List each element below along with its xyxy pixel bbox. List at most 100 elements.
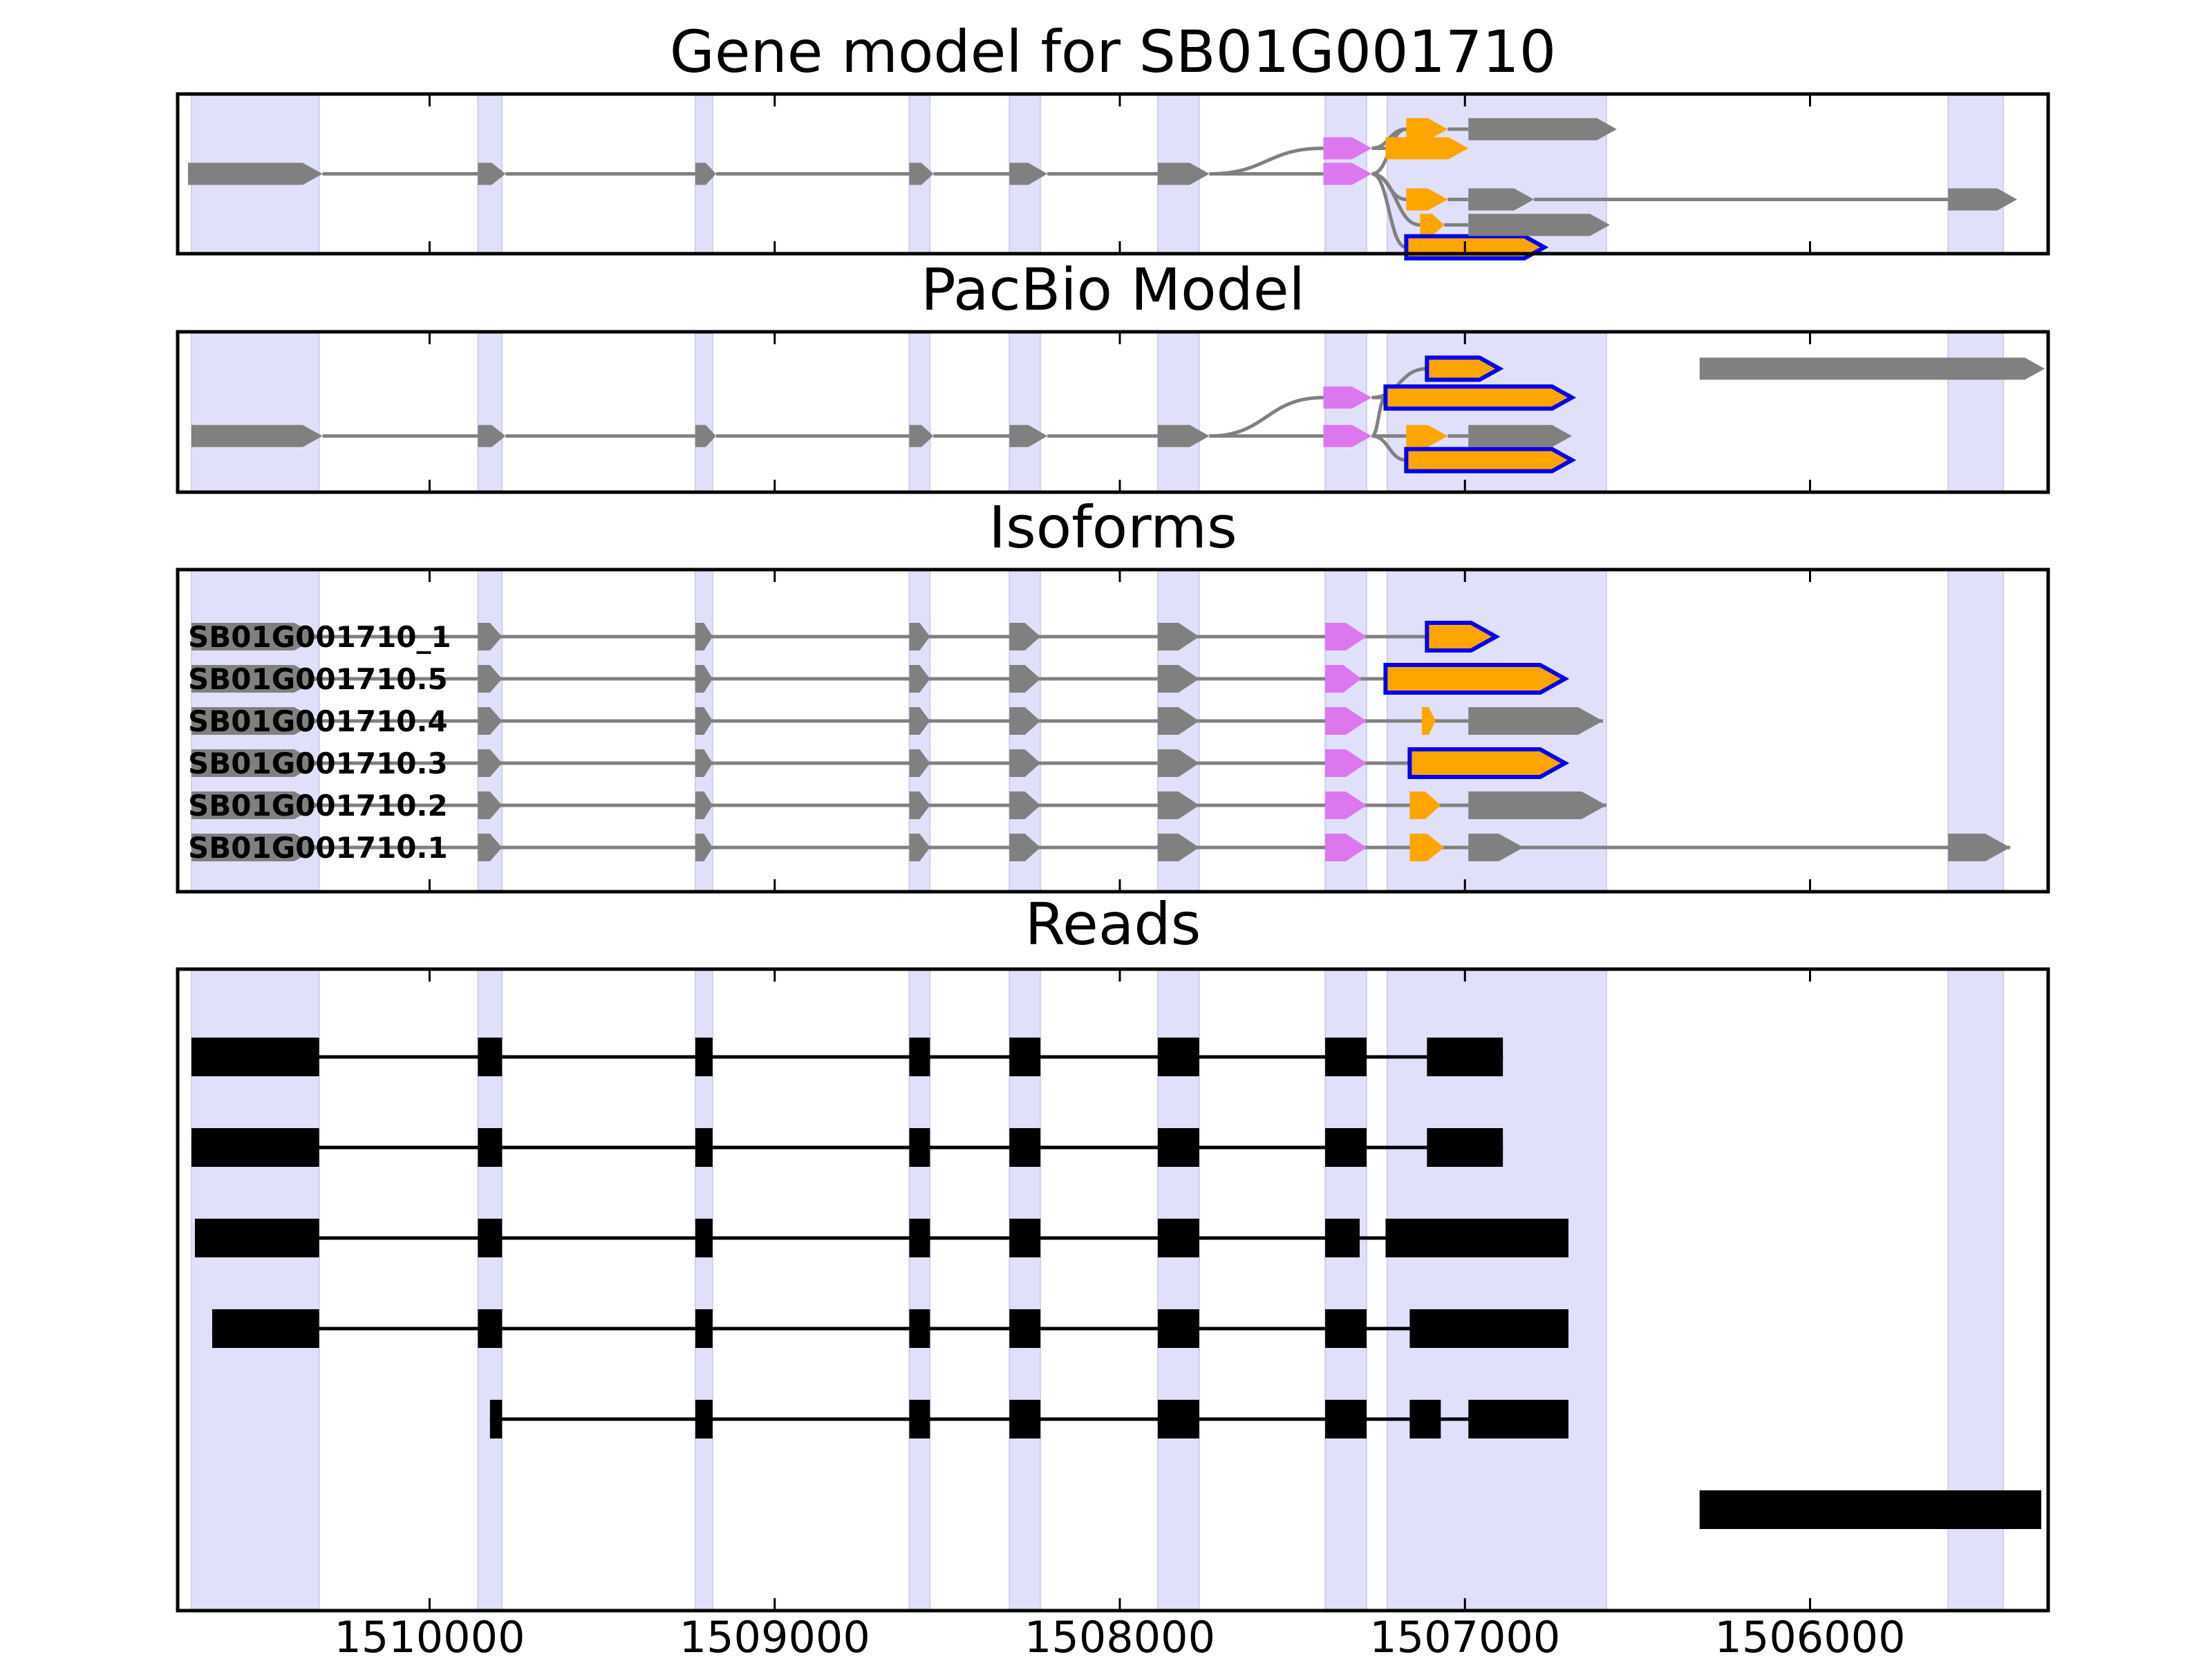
read-block xyxy=(1699,1490,2042,1529)
utr-exon xyxy=(1009,424,1048,447)
utr-exon xyxy=(1699,357,2045,380)
read-block xyxy=(909,1038,930,1076)
read-block xyxy=(191,1128,319,1167)
axes-frame xyxy=(176,568,2050,894)
isoform-label: SB01G001710.1 xyxy=(188,831,448,865)
read-block xyxy=(1157,1038,1199,1076)
read-block xyxy=(478,1219,503,1257)
read-block xyxy=(695,1400,713,1438)
utr-exon xyxy=(1468,834,1524,861)
start-exon xyxy=(1323,162,1372,185)
x-tick-label: 1508000 xyxy=(1024,1612,1215,1659)
utr-exon xyxy=(1468,791,1606,819)
utr-exon xyxy=(478,834,503,861)
utr-exon xyxy=(1948,834,2011,861)
read-block xyxy=(1409,1400,1441,1438)
start-exon xyxy=(1325,707,1367,735)
exon-band xyxy=(1324,331,1367,493)
x-tick-label: 1510000 xyxy=(334,1612,525,1659)
cds-exon xyxy=(1425,355,1504,382)
axes-frame xyxy=(176,967,2050,1613)
utr-exon xyxy=(909,424,934,447)
isoform-label: SB01G001710.3 xyxy=(188,747,448,780)
isoform-label: SB01G001710.2 xyxy=(188,789,448,823)
read-block xyxy=(909,1219,930,1257)
utr-exon xyxy=(909,791,930,819)
utr-exon xyxy=(1468,188,1535,211)
cds-exon xyxy=(1404,447,1577,474)
read-block xyxy=(909,1128,930,1167)
cds-exon xyxy=(1409,834,1445,861)
read-block xyxy=(695,1219,713,1257)
utr-exon xyxy=(1009,791,1041,819)
utr-exon xyxy=(1468,214,1610,236)
start-exon xyxy=(1325,749,1367,777)
read-block xyxy=(1325,1038,1367,1076)
utr-exon xyxy=(909,162,934,185)
read-block xyxy=(909,1309,930,1348)
utr-exon xyxy=(1468,707,1603,735)
exon-band xyxy=(1156,331,1200,493)
utr-exon xyxy=(1157,749,1199,777)
utr-exon xyxy=(909,834,930,861)
utr-exon xyxy=(1009,834,1041,861)
read-block xyxy=(1009,1038,1041,1076)
utr-exon xyxy=(191,707,319,735)
cds-exon xyxy=(1407,747,1570,779)
read-block xyxy=(909,1400,930,1438)
utr-exon xyxy=(1009,665,1041,693)
exon-band xyxy=(190,331,320,493)
utr-exon xyxy=(1157,665,1199,693)
exon-band xyxy=(1947,93,2005,254)
intron-edge xyxy=(1371,172,1421,227)
read-block xyxy=(1409,1309,1569,1348)
isoform-label: SB01G001710.5 xyxy=(188,662,448,696)
utr-exon xyxy=(191,791,319,819)
intron-edge xyxy=(1371,172,1407,250)
plot-layer xyxy=(176,92,2050,1613)
utr-exon xyxy=(1009,162,1048,185)
splice-graph xyxy=(187,118,2018,261)
utr-exon xyxy=(695,665,713,693)
start-exon xyxy=(1323,386,1372,409)
read-block xyxy=(1325,1400,1367,1438)
read-block xyxy=(1157,1309,1199,1348)
x-tick-label: 1507000 xyxy=(1369,1612,1560,1659)
read-block xyxy=(478,1128,503,1167)
axes-frames xyxy=(176,92,2050,1613)
read-block xyxy=(1325,1309,1367,1348)
cds-exon xyxy=(1409,791,1441,819)
utr-exon xyxy=(1157,791,1199,819)
read-block xyxy=(1385,1219,1569,1257)
utr-exon xyxy=(1157,424,1210,447)
read-block xyxy=(478,1038,503,1076)
read-block xyxy=(1325,1219,1360,1257)
cds-exon xyxy=(1385,137,1469,160)
cds-exon xyxy=(1406,188,1448,211)
panel-content xyxy=(187,118,2045,1529)
start-exon xyxy=(1325,791,1367,819)
utr-exon xyxy=(478,665,503,693)
exon-band xyxy=(1009,331,1042,493)
start-exon xyxy=(1323,137,1372,160)
read-block xyxy=(1157,1400,1199,1438)
utr-exon xyxy=(1009,623,1041,650)
read-block xyxy=(1325,1128,1367,1167)
isoform-label: SB01G001710_1 xyxy=(188,620,451,654)
exon-band xyxy=(694,331,713,493)
utr-exon xyxy=(1468,424,1573,447)
read-block xyxy=(1009,1309,1041,1348)
read-block xyxy=(695,1038,713,1076)
read-block xyxy=(1427,1128,1503,1167)
axes-frame xyxy=(176,330,2050,494)
utr-exon xyxy=(1468,118,1617,140)
utr-exon xyxy=(1009,707,1041,735)
read-block xyxy=(194,1219,319,1257)
utr-exon xyxy=(478,749,503,777)
utr-exon xyxy=(695,424,716,447)
utr-exon xyxy=(1157,834,1199,861)
start-exon xyxy=(1325,834,1367,861)
read-tracks xyxy=(191,1038,2042,1529)
